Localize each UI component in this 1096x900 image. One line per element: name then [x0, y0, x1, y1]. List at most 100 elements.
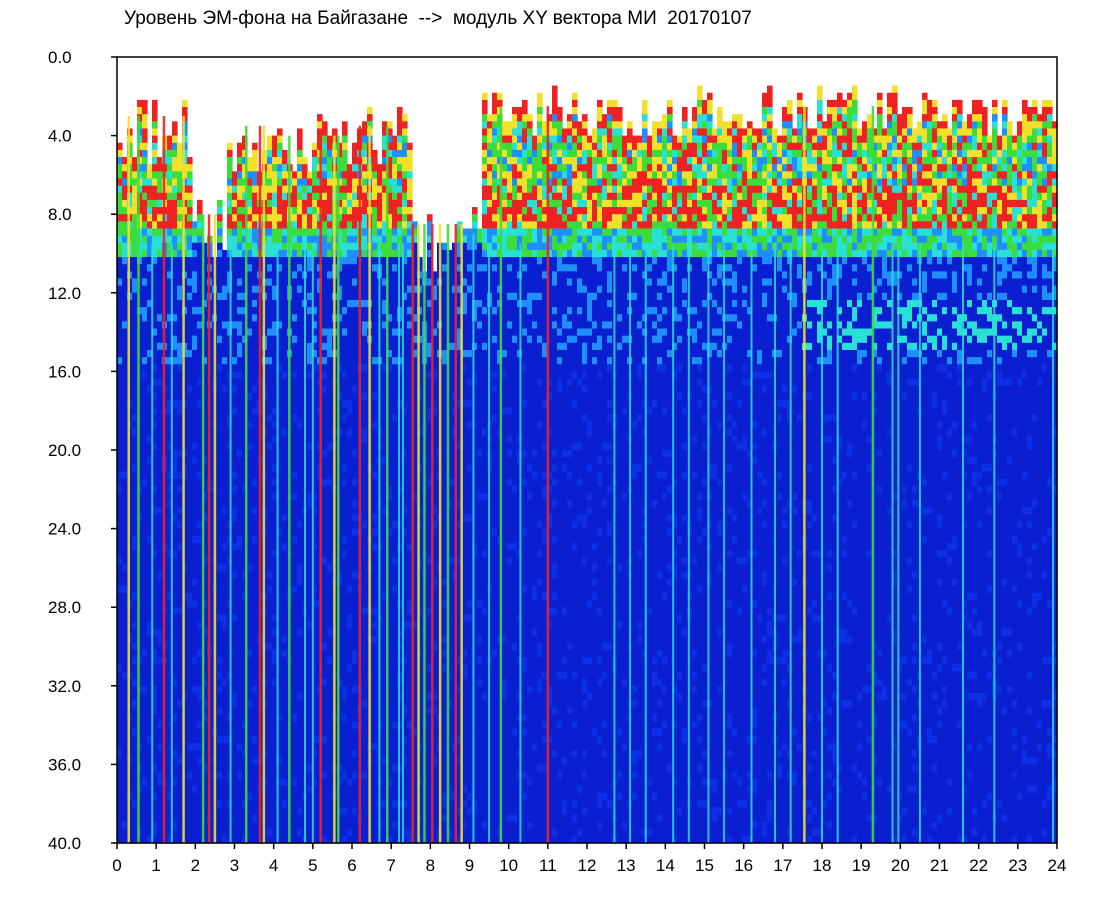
heatmap-cell	[227, 221, 233, 230]
heatmap-cell	[217, 607, 223, 615]
heatmap-cell	[292, 385, 298, 394]
heatmap-cell	[157, 492, 163, 501]
heatmap-cell	[157, 671, 163, 680]
heatmap-cell	[232, 785, 238, 794]
heatmap-cell	[122, 714, 128, 723]
heatmap-cell	[217, 557, 223, 565]
heatmap-cell	[167, 828, 173, 837]
heatmap-cell	[167, 307, 173, 315]
heatmap-cell	[272, 185, 278, 194]
heatmap-cell	[197, 742, 203, 751]
heatmap-cell	[197, 550, 203, 558]
heatmap-cell	[152, 550, 158, 558]
heatmap-cell	[172, 507, 178, 515]
heatmap-cell	[172, 121, 178, 130]
heatmap-cell	[297, 399, 303, 408]
heatmap-cell	[132, 157, 138, 165]
heatmap-cell	[157, 521, 163, 530]
heatmap-cell	[132, 757, 138, 765]
heatmap-cell	[327, 514, 333, 523]
heatmap-cell	[237, 542, 243, 551]
heatmap-cell	[297, 692, 303, 701]
heatmap-cell	[252, 421, 258, 430]
heatmap-cell	[122, 392, 128, 401]
heatmap-cell	[342, 257, 348, 265]
heatmap-cell	[312, 349, 318, 358]
heatmap-cell	[122, 764, 128, 773]
heatmap-cell	[157, 828, 163, 837]
heatmap-cell	[157, 578, 163, 587]
heatmap-cell	[172, 364, 178, 372]
heatmap-cell	[282, 364, 288, 372]
heatmap-cell	[342, 650, 348, 658]
heatmap-cell	[167, 614, 173, 623]
heatmap-cell	[177, 550, 183, 558]
heatmap-cell	[192, 807, 198, 816]
heatmap-cell	[122, 757, 128, 765]
heatmap-cell	[312, 714, 318, 723]
heatmap-cell	[277, 535, 283, 544]
heatmap-cell	[372, 364, 378, 372]
heatmap-cell	[117, 735, 123, 744]
heatmap-cell	[217, 671, 223, 680]
heatmap-cell	[277, 421, 283, 430]
heatmap-cell	[142, 578, 148, 587]
heatmap-cell	[202, 314, 208, 322]
heatmap-cell	[352, 428, 358, 437]
heatmap-cell	[167, 600, 173, 608]
heatmap-cell	[142, 199, 148, 208]
heatmap-cell	[157, 335, 163, 344]
heatmap-cell	[242, 550, 248, 558]
heatmap-cell	[277, 135, 283, 144]
heatmap-cell	[322, 207, 328, 215]
heatmap-cell	[192, 271, 198, 280]
heatmap-cell	[267, 421, 273, 430]
heatmap-cell	[152, 578, 158, 587]
heatmap-cell	[147, 392, 153, 401]
heatmap-cell	[142, 149, 148, 158]
heatmap-cell	[267, 249, 273, 258]
heatmap-cell	[272, 199, 278, 208]
heatmap-cell	[237, 835, 243, 844]
heatmap-cell	[247, 164, 253, 172]
heatmap-cell	[282, 478, 288, 487]
heatmap-cell	[247, 607, 253, 615]
heatmap-cell	[217, 785, 223, 794]
heatmap-cell	[192, 721, 198, 730]
heatmap-cell	[177, 299, 183, 308]
heatmap-cell	[322, 557, 328, 565]
heatmap-cell	[172, 464, 178, 473]
heatmap-cell	[192, 342, 198, 351]
heatmap-cell	[277, 157, 283, 165]
heatmap-cell	[192, 792, 198, 801]
heatmap-cell	[197, 792, 203, 801]
heatmap-cell	[342, 750, 348, 758]
heatmap-cell	[237, 614, 243, 623]
heatmap-cell	[152, 364, 158, 372]
heatmap-cell	[122, 214, 128, 222]
heatmap-cell	[307, 264, 313, 272]
heatmap-cell	[187, 342, 193, 351]
heatmap-cell	[187, 321, 193, 330]
heatmap-cell	[372, 385, 378, 394]
heatmap-cell	[342, 142, 348, 151]
heatmap-cell	[142, 528, 148, 537]
heatmap-cell	[187, 450, 193, 458]
heatmap-cell	[292, 349, 298, 358]
heatmap-cell	[247, 335, 253, 344]
heatmap-cell	[117, 757, 123, 765]
heatmap-cell	[197, 542, 203, 551]
heatmap-cell	[187, 614, 193, 623]
heatmap-cell	[157, 242, 163, 251]
heatmap-cell	[242, 164, 248, 172]
heatmap-cell	[252, 185, 258, 194]
heatmap-cell	[327, 635, 333, 644]
heatmap-cell	[137, 592, 143, 601]
heatmap-cell	[192, 621, 198, 630]
heatmap-cell	[187, 785, 193, 794]
heatmap-cell	[362, 399, 368, 408]
heatmap-cell	[187, 750, 193, 758]
heatmap-cell	[157, 514, 163, 523]
heatmap-cell	[132, 328, 138, 337]
heatmap-cell	[237, 528, 243, 537]
